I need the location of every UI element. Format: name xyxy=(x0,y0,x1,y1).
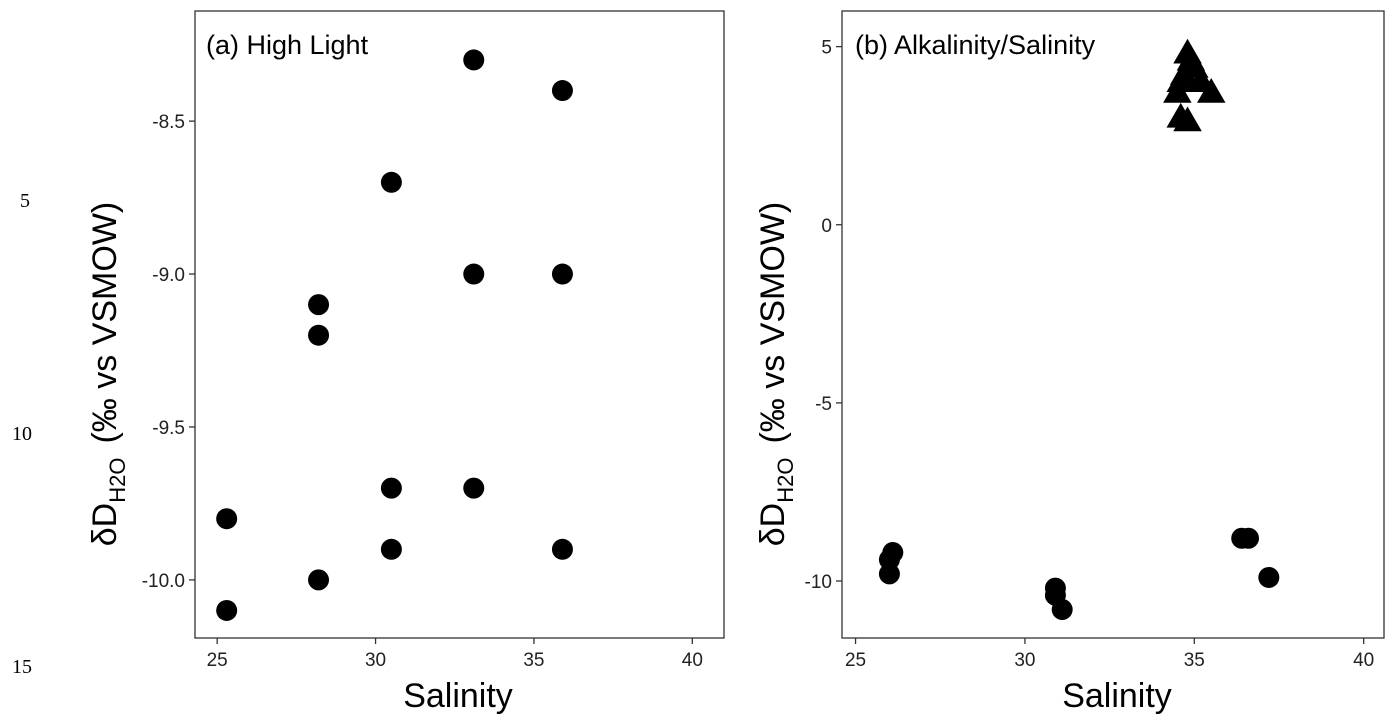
data-point-triangle xyxy=(1196,77,1226,103)
x-axis-title-b: Salinity xyxy=(1062,677,1172,715)
data-point-circle xyxy=(463,477,485,499)
y-axis-title-a: δDH2O (‰ vs VSMOW) xyxy=(86,202,130,547)
x-tick-label: 25 xyxy=(207,650,228,671)
x-ticks-b: 25 30 35 40 xyxy=(845,638,1374,671)
data-point-triangle xyxy=(1173,106,1202,132)
plot-frame-b xyxy=(841,10,1385,639)
data-point-circle xyxy=(380,171,402,193)
plot-frame-a xyxy=(194,10,725,639)
y-axis-title-units: (‰ vs VSMOW) xyxy=(754,202,792,444)
data-point-circle xyxy=(216,599,238,621)
x-tick-label: 40 xyxy=(682,650,703,671)
y-tick-label: -9.0 xyxy=(152,265,185,286)
x-tick-label: 40 xyxy=(1353,650,1374,671)
y-axis-title-subscript: H2O xyxy=(773,458,798,503)
svg-text:δDH2O(‰ vs VSMOW): δDH2O (‰ vs VSMOW) xyxy=(86,202,130,547)
chart-panel-b: δDH2O (‰ vs VSMOW) (b) Alkalinity/Salinit… xyxy=(754,10,1385,715)
y-axis-title-subscript: H2O xyxy=(105,458,130,503)
y-tick-label: -9.5 xyxy=(152,418,185,439)
data-point-circle xyxy=(1051,599,1073,620)
data-point-circle xyxy=(380,538,402,560)
line-number-15: 15 xyxy=(12,656,32,678)
data-point-circle xyxy=(551,538,573,560)
y-tick-label: -5 xyxy=(815,394,832,415)
y-axis-title-units: (‰ vs VSMOW) xyxy=(86,202,124,444)
line-number-10: 10 xyxy=(12,423,32,445)
data-point-circle xyxy=(551,80,573,102)
data-point-circle xyxy=(308,569,330,591)
line-number-5: 5 xyxy=(20,190,30,212)
y-tick-label: -8.5 xyxy=(152,112,185,133)
y-axis-title-b: δDH2O (‰ vs VSMOW) xyxy=(754,202,798,547)
data-point-circle xyxy=(1258,566,1280,588)
data-point-circle xyxy=(551,263,573,285)
data-point-circle xyxy=(463,263,485,285)
y-axis-title-symbol: δD xyxy=(754,503,792,546)
data-point-circle xyxy=(1238,527,1259,549)
panel-title-b: (b) Alkalinity/Salinity xyxy=(855,30,1096,60)
data-point-circle xyxy=(308,324,330,346)
chart-panel-a: δDH2O (‰ vs VSMOW) (a) High Light 25 30 35 4… xyxy=(86,10,725,715)
data-point-circle xyxy=(216,508,238,530)
x-tick-label: 25 xyxy=(845,650,866,671)
y-tick-label: -10 xyxy=(805,572,832,593)
data-point-circle xyxy=(380,477,402,499)
y-ticks-a: -8.5 -9.0 -9.5 -10.0 xyxy=(142,112,195,592)
y-axis-title-symbol: δD xyxy=(86,503,124,546)
points-a xyxy=(216,49,573,621)
data-point-circle xyxy=(882,542,904,563)
svg-text:δDH2O(‰ vs VSMOW): δDH2O (‰ vs VSMOW) xyxy=(754,202,798,547)
y-ticks-b: 5 0 -5 -10 xyxy=(805,38,842,593)
x-tick-label: 35 xyxy=(1184,650,1205,671)
x-axis-title-a: Salinity xyxy=(403,677,513,715)
x-tick-label: 35 xyxy=(523,650,544,671)
x-ticks-a: 25 30 35 40 xyxy=(207,638,703,671)
x-tick-label: 30 xyxy=(1014,650,1035,671)
x-tick-label: 30 xyxy=(365,650,386,671)
points-b xyxy=(878,38,1280,620)
data-point-triangle xyxy=(1163,77,1192,103)
data-point-circle xyxy=(308,294,330,316)
y-tick-label: -10.0 xyxy=(142,571,185,592)
y-tick-label: 0 xyxy=(821,216,832,237)
data-point-circle xyxy=(463,49,485,71)
panel-title-a: (a) High Light xyxy=(206,30,369,60)
y-tick-label: 5 xyxy=(821,38,832,59)
